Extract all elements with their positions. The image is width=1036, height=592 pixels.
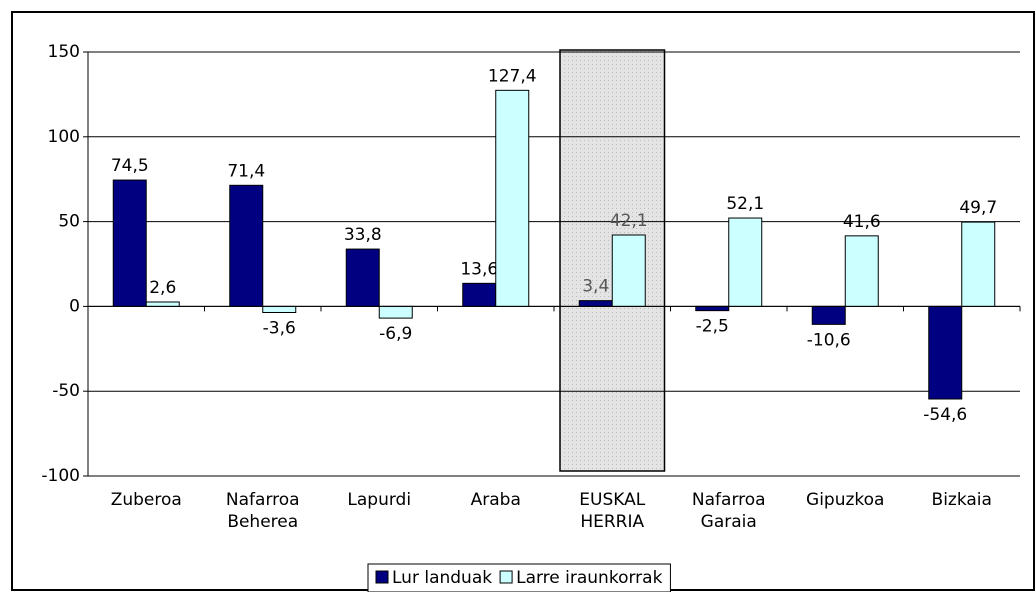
- bar: [961, 221, 996, 307]
- bar: [844, 235, 879, 307]
- value-label: -3,6: [263, 319, 296, 339]
- bar: [112, 179, 147, 307]
- bar: [811, 305, 846, 325]
- x-tick-label: Bizkaia: [932, 490, 992, 510]
- bar: [229, 184, 264, 307]
- value-label: 33,8: [344, 225, 382, 245]
- value-label: 2,6: [149, 278, 176, 298]
- legend-label: Larre iraunkorrak: [516, 568, 662, 588]
- y-tick-label: 100: [48, 127, 80, 147]
- legend-label: Lur landuak: [392, 568, 492, 588]
- bar: [262, 305, 297, 314]
- legend-swatch: [375, 570, 389, 584]
- legend-box: [367, 563, 671, 592]
- value-label: 52,1: [726, 194, 764, 214]
- bar: [728, 217, 763, 307]
- legend: Lur landuak Larre iraunkorrak: [367, 563, 671, 592]
- legend-swatch: [499, 570, 513, 584]
- value-label: 127,4: [488, 66, 537, 86]
- y-tick-label: -50: [52, 381, 80, 401]
- x-tick-label: Lapurdi: [347, 490, 411, 510]
- value-label: -6,9: [379, 324, 412, 344]
- value-label: 13,6: [460, 259, 498, 279]
- y-tick-label: 50: [58, 212, 80, 232]
- bar: [578, 300, 613, 307]
- value-label: -10,6: [807, 330, 851, 350]
- y-tick-label: 0: [69, 296, 80, 316]
- x-tick-label: EUSKAL: [579, 490, 645, 510]
- value-label: 3,4: [582, 277, 609, 297]
- y-tick-label: -100: [41, 466, 80, 486]
- value-label: -2,5: [696, 317, 729, 337]
- x-tick-label: Gipuzkoa: [806, 490, 884, 510]
- bar: [695, 305, 730, 312]
- value-label: 49,7: [959, 198, 997, 218]
- bar: [145, 301, 180, 307]
- x-tick-label: Nafarroa: [226, 490, 300, 510]
- value-label: 74,5: [111, 156, 149, 176]
- bar: [462, 282, 497, 307]
- x-tick-label: Araba: [471, 490, 521, 510]
- value-label: 41,6: [843, 212, 881, 232]
- bar: [611, 234, 646, 307]
- value-label: 71,4: [227, 161, 265, 181]
- y-tick-label: 150: [48, 42, 80, 62]
- x-tick-label: Nafarroa: [692, 490, 766, 510]
- bar: [928, 305, 963, 400]
- value-label: 42,1: [610, 211, 648, 231]
- x-tick-label: Garaia: [701, 512, 757, 532]
- x-tick-label: Zuberoa: [111, 490, 182, 510]
- value-label: -54,6: [923, 405, 967, 425]
- x-tick-label: Beherea: [227, 512, 298, 532]
- bar: [378, 305, 413, 319]
- x-tick-label: HERRIA: [580, 512, 644, 532]
- bar: [345, 248, 380, 307]
- bar: [495, 89, 530, 307]
